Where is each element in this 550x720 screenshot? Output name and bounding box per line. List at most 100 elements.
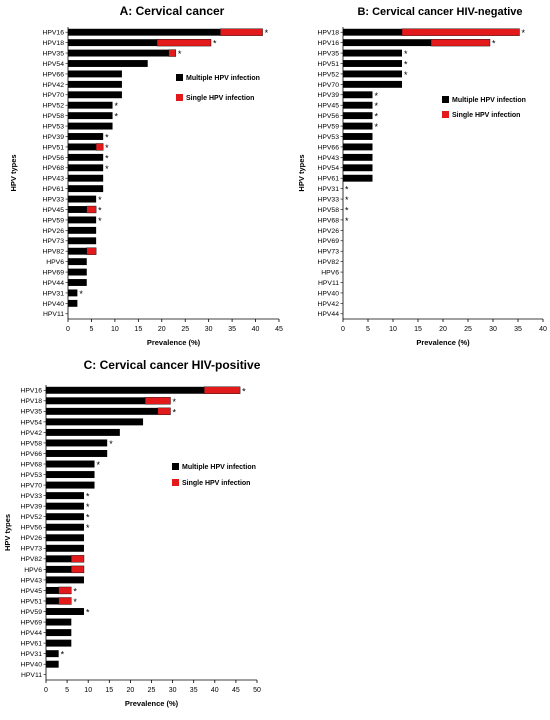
- bar-single-hpv35: [157, 407, 171, 416]
- category-label-hpv42: HPV42: [317, 301, 339, 308]
- x-tick-label: 5: [366, 326, 370, 333]
- category-label-hpv11: HPV11: [43, 311, 64, 318]
- chart-panel-3: C: Cervical cancer HIV-positive 0 5 10 15 20 2…: [3, 358, 261, 708]
- category-label-hpv42: HPV42: [20, 430, 42, 437]
- x-tick-label: 5: [89, 326, 93, 333]
- category-label-hpv54: HPV54: [42, 61, 64, 68]
- significance-marker: *: [345, 206, 349, 216]
- category-label-hpv70: HPV70: [42, 92, 64, 99]
- significance-marker: *: [345, 185, 349, 195]
- significance-marker: *: [404, 49, 408, 59]
- category-label-hpv18: HPV18: [317, 30, 339, 37]
- x-tick-label: 20: [158, 326, 166, 333]
- x-tick-label: 15: [414, 326, 422, 333]
- bar-multiple-hpv33: [46, 492, 84, 500]
- category-label-hpv53: HPV53: [20, 472, 42, 479]
- legend-label-multiple: Multiple HPV infection: [186, 75, 260, 82]
- bar-multiple-hpv16: [46, 386, 205, 394]
- category-label-hpv69: HPV69: [317, 238, 339, 245]
- bar-multiple-hpv61: [343, 174, 373, 182]
- significance-marker: *: [98, 216, 102, 226]
- category-label-hpv40: HPV40: [42, 301, 64, 308]
- category-label-hpv35: HPV35: [42, 50, 64, 57]
- bar-single-hpv45: [58, 586, 72, 595]
- category-label-hpv26: HPV26: [317, 228, 339, 235]
- chart-title: B: Cervical cancer HIV-negative: [357, 6, 522, 18]
- significance-marker: *: [492, 39, 496, 49]
- category-label-hpv61: HPV61: [42, 186, 64, 193]
- significance-marker: *: [98, 195, 102, 205]
- bar-single-hpv45: [86, 205, 97, 214]
- bar-multiple-hpv44: [46, 629, 72, 637]
- bar-multiple-hpv45: [343, 101, 373, 109]
- category-label-hpv44: HPV44: [20, 630, 42, 637]
- category-label-hpv45: HPV45: [317, 103, 339, 110]
- category-label-hpv82: HPV82: [317, 259, 339, 266]
- category-label-hpv59: HPV59: [317, 123, 339, 130]
- bar-single-hpv16: [204, 386, 241, 394]
- category-label-hpv51: HPV51: [20, 598, 42, 605]
- category-label-hpv16: HPV16: [20, 388, 42, 395]
- x-tick-label: 0: [341, 326, 345, 333]
- category-label-hpv69: HPV69: [42, 269, 64, 276]
- x-tick-label: 10: [111, 326, 119, 333]
- bar-multiple-hpv18: [68, 39, 158, 47]
- legend-label-multiple: Multiple HPV infection: [452, 97, 526, 104]
- x-tick-label: 35: [228, 326, 236, 333]
- x-tick-label: 40: [539, 326, 547, 333]
- y-axis-label: HPV types: [9, 154, 18, 191]
- bar-multiple-hpv53: [46, 471, 95, 479]
- category-label-hpv66: HPV66: [317, 144, 339, 151]
- significance-marker: *: [345, 195, 349, 205]
- significance-marker: *: [86, 492, 90, 502]
- significance-marker: *: [213, 39, 217, 49]
- category-label-hpv16: HPV16: [317, 40, 339, 47]
- category-label-hpv58: HPV58: [317, 207, 339, 214]
- category-label-hpv53: HPV53: [317, 134, 339, 141]
- bar-multiple-hpv39: [46, 502, 84, 510]
- bar-multiple-hpv68: [46, 460, 95, 468]
- bar-multiple-hpv51: [46, 597, 59, 605]
- category-label-hpv52: HPV52: [20, 514, 42, 521]
- category-label-hpv45: HPV45: [42, 207, 64, 214]
- bar-multiple-hpv54: [343, 164, 373, 172]
- significance-marker: *: [79, 289, 83, 299]
- category-label-hpv6: HPV6: [24, 567, 42, 574]
- category-label-hpv56: HPV56: [20, 525, 42, 532]
- bar-multiple-hpv43: [68, 174, 104, 182]
- bar-multiple-hpv70: [343, 80, 402, 88]
- bar-multiple-hpv43: [46, 576, 84, 584]
- category-label-hpv51: HPV51: [317, 61, 339, 68]
- significance-marker: *: [86, 523, 90, 533]
- bar-multiple-hpv42: [68, 80, 122, 88]
- category-label-hpv68: HPV68: [20, 461, 42, 468]
- significance-marker: *: [242, 386, 246, 396]
- x-tick-label: 40: [252, 326, 260, 333]
- significance-marker: *: [105, 153, 109, 163]
- significance-marker: *: [404, 60, 408, 70]
- bar-multiple-hpv69: [68, 268, 87, 276]
- category-label-hpv18: HPV18: [20, 398, 42, 405]
- bar-multiple-hpv39: [68, 133, 104, 140]
- bar-multiple-hpv53: [343, 133, 373, 140]
- bar-multiple-hpv61: [68, 185, 104, 193]
- bar-multiple-hpv70: [68, 91, 122, 99]
- bar-multiple-hpv68: [68, 164, 104, 172]
- bar-multiple-hpv31: [68, 289, 78, 297]
- category-label-hpv43: HPV43: [20, 577, 42, 584]
- x-tick-label: 15: [134, 326, 142, 333]
- significance-marker: *: [109, 439, 113, 449]
- category-label-hpv40: HPV40: [317, 290, 339, 297]
- bar-single-hpv51: [58, 597, 72, 605]
- significance-marker: *: [86, 502, 90, 512]
- bar-multiple-hpv16: [343, 39, 431, 47]
- x-tick-label: 45: [232, 687, 240, 694]
- x-tick-label: 0: [66, 326, 70, 333]
- category-label-hpv82: HPV82: [20, 556, 42, 563]
- bar-multiple-hpv53: [68, 122, 113, 130]
- bar-multiple-hpv70: [46, 481, 95, 489]
- significance-marker: *: [522, 28, 526, 38]
- category-label-hpv73: HPV73: [317, 249, 339, 256]
- significance-marker: *: [105, 143, 109, 153]
